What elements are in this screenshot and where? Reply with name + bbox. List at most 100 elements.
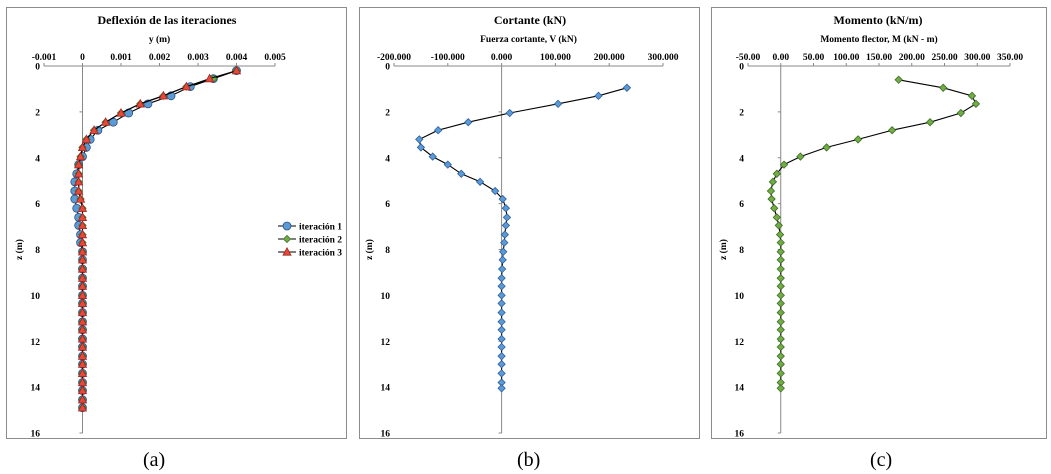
x-tick-label: 0.00 xyxy=(772,53,789,63)
y-tick-label: 0 xyxy=(35,63,40,73)
y-tick-label: 8 xyxy=(739,246,744,256)
series-1-point xyxy=(497,360,506,369)
series-3-point xyxy=(77,220,88,230)
series-1-point xyxy=(776,247,785,256)
series-1-point xyxy=(497,317,506,326)
series-1-point xyxy=(776,255,785,264)
series-1-point xyxy=(501,221,511,230)
y-tick-label: 6 xyxy=(385,200,390,210)
y-tick-label: 10 xyxy=(381,292,391,302)
legend-marker-1 xyxy=(282,221,292,231)
series-line-1 xyxy=(770,79,977,389)
chart-title: Deflexión de las iteraciones xyxy=(98,13,237,27)
y-tick-label: 8 xyxy=(385,246,390,256)
y-tick-label: 14 xyxy=(381,384,391,394)
series-3-point xyxy=(77,368,88,377)
series-3-point xyxy=(77,142,88,152)
x-tick-label: 350.00 xyxy=(997,53,1023,63)
series-1-point xyxy=(967,91,977,100)
x-tick-label: -0.001 xyxy=(32,53,57,63)
x-tick-label: 300.00 xyxy=(964,53,990,63)
series-1-point xyxy=(776,384,785,393)
series-3-point xyxy=(77,359,88,368)
series-1-point xyxy=(415,135,424,144)
series-1-point xyxy=(433,126,443,135)
series-1-point xyxy=(502,213,512,222)
series-1-point xyxy=(497,351,506,361)
y-tick-label: 4 xyxy=(35,154,40,164)
y-tick-label: 0 xyxy=(385,63,390,73)
series-1-point xyxy=(776,360,785,369)
series-line-1 xyxy=(418,87,628,389)
y-tick-label: 2 xyxy=(385,108,390,118)
x-tick-label: 200.00 xyxy=(899,53,925,63)
series-1-point xyxy=(499,247,508,256)
series-3-point xyxy=(231,65,242,75)
series-1-point xyxy=(490,186,500,196)
series-line-1 xyxy=(74,70,237,408)
series-1-point xyxy=(971,99,981,109)
series-1-point xyxy=(497,369,506,378)
series-1-point xyxy=(497,274,506,283)
series-1-point xyxy=(772,169,781,178)
series-3-point xyxy=(75,151,86,161)
x-tick-label: 0.004 xyxy=(226,53,248,63)
y-axis-label: z (m) xyxy=(718,239,729,260)
x-tick-label: 100.00 xyxy=(833,53,859,63)
series-1-point xyxy=(500,238,509,247)
series-1-point xyxy=(822,143,831,152)
series-1-point xyxy=(500,230,509,239)
series-1-point xyxy=(776,291,785,300)
x-tick-label: 50.00 xyxy=(803,53,825,63)
series-1-point xyxy=(416,143,426,152)
y-axis-label: z (m) xyxy=(364,239,375,260)
y-tick-label: 4 xyxy=(385,154,390,164)
chart-panel-deflection: Deflexión de las iteraciones y (m) z (m) -0… xyxy=(6,7,347,440)
series-1-point xyxy=(776,264,785,274)
series-1-point xyxy=(505,108,514,118)
series-1-point xyxy=(553,99,563,109)
series-1-point xyxy=(497,264,507,274)
series-3-point xyxy=(77,237,88,247)
y-tick-label: 16 xyxy=(31,430,41,439)
y-tick-label: 2 xyxy=(739,108,744,118)
series-1-point xyxy=(766,186,776,196)
series-1-point xyxy=(939,83,948,92)
series-3-point xyxy=(100,117,111,126)
x-tick-label: 0.003 xyxy=(187,53,209,63)
y-tick-label: 6 xyxy=(35,200,40,210)
x-tick-label: -100.000 xyxy=(431,53,465,63)
series-1-point xyxy=(925,118,935,127)
series-1-point xyxy=(853,135,863,144)
series-3-point xyxy=(89,125,99,134)
series-3-point xyxy=(73,185,84,195)
moment-chart: Momento (kN/m) Momento flector, M (kN - m… xyxy=(718,13,1023,440)
series-1-point xyxy=(622,83,632,92)
series-1-point xyxy=(776,325,785,334)
caption-a: (a) xyxy=(143,449,166,471)
y-axis-label: z (m) xyxy=(14,239,25,260)
series-3-point xyxy=(77,402,88,412)
series-1-point xyxy=(776,308,785,317)
chart-title: Momento (kN/m) xyxy=(834,13,923,27)
series-3-point xyxy=(77,263,88,273)
series-3-point xyxy=(73,159,84,169)
series-1-point xyxy=(776,317,785,326)
series-1-point xyxy=(475,177,485,187)
series-3-point xyxy=(77,385,88,395)
series-1-point xyxy=(894,75,903,84)
legend-label: iteración 1 xyxy=(299,223,342,233)
series-1-point xyxy=(774,221,783,230)
series-1-point xyxy=(497,308,506,317)
y-tick-label: 6 xyxy=(739,200,744,210)
series-1-point xyxy=(497,342,506,352)
series-1-point xyxy=(497,334,506,344)
series-1-point xyxy=(497,325,506,334)
series-line-3 xyxy=(78,70,237,408)
series-1-point xyxy=(498,194,507,204)
series-3-point xyxy=(77,281,88,290)
series-3-point xyxy=(77,341,88,351)
series-1-point xyxy=(497,291,506,300)
series-1-point xyxy=(772,213,781,222)
series-1-point xyxy=(956,108,966,118)
